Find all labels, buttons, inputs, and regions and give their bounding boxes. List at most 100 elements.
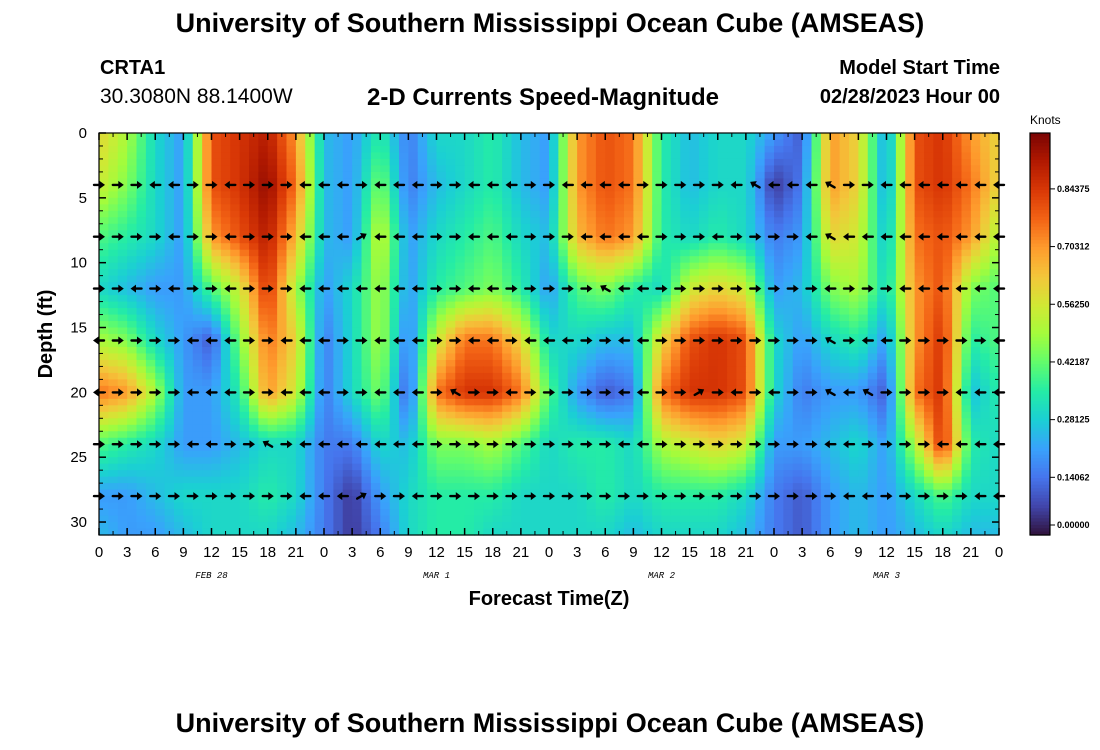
heatmap-cell — [417, 327, 428, 335]
heatmap-cell — [877, 178, 888, 186]
heatmap-cell — [689, 424, 700, 432]
heatmap-cell — [914, 405, 925, 413]
heatmap-cell — [661, 217, 672, 225]
heatmap-cell — [333, 346, 344, 355]
heatmap-cell — [380, 340, 391, 348]
heatmap-cell — [914, 243, 925, 251]
heatmap-cell — [389, 424, 400, 432]
heatmap-cell — [802, 359, 813, 368]
heatmap-cell — [849, 379, 859, 387]
heatmap-cell — [577, 249, 588, 257]
heatmap-cell — [745, 327, 756, 335]
heatmap-cell — [633, 256, 644, 264]
heatmap-cell — [661, 256, 672, 264]
heatmap-cell — [239, 165, 250, 173]
heatmap-cell — [577, 301, 588, 309]
heatmap-cell — [117, 288, 128, 296]
heatmap-cell — [305, 431, 316, 439]
heatmap-cell — [417, 424, 428, 432]
heatmap-cell — [220, 444, 231, 452]
heatmap-cell — [830, 282, 841, 290]
heatmap-cell — [511, 191, 522, 199]
heatmap-cell — [108, 366, 119, 374]
heatmap-cell — [755, 314, 766, 322]
heatmap-cell — [211, 184, 222, 192]
heatmap-cell — [595, 385, 606, 393]
heatmap-cell — [324, 191, 334, 199]
heatmap-cell — [689, 463, 700, 471]
heatmap-cell — [652, 385, 663, 393]
heatmap-cell — [699, 171, 709, 179]
heatmap-cell — [661, 139, 672, 147]
heatmap-cell — [145, 359, 156, 368]
heatmap-cell — [155, 353, 166, 361]
heatmap-cell — [745, 249, 756, 257]
heatmap-cell — [492, 295, 503, 303]
heatmap-cell — [586, 191, 597, 199]
heatmap-cell — [914, 152, 925, 160]
heatmap-cell — [464, 392, 475, 400]
heatmap-cell — [961, 184, 972, 192]
heatmap-cell — [830, 334, 841, 342]
heatmap-cell — [764, 340, 775, 348]
heatmap-cell — [774, 301, 784, 309]
heatmap-cell — [670, 217, 681, 225]
heatmap-cell — [989, 437, 1000, 445]
heatmap-cell — [361, 437, 372, 445]
heatmap-cell — [558, 463, 569, 471]
heatmap-cell — [417, 269, 428, 277]
heatmap-cell — [445, 282, 456, 290]
heatmap-cell — [811, 295, 822, 303]
heatmap-cell — [642, 424, 653, 432]
heatmap-cell — [652, 282, 663, 290]
heatmap-cell — [830, 133, 841, 141]
heatmap-cell — [952, 392, 963, 400]
heatmap-cell — [736, 288, 747, 296]
heatmap-cell — [895, 398, 906, 406]
heatmap-cell — [474, 191, 484, 199]
heatmap-cell — [755, 282, 766, 290]
heatmap-cell — [689, 398, 700, 406]
heatmap-cell — [652, 346, 663, 355]
heatmap-cell — [858, 437, 869, 445]
heatmap-cell — [136, 444, 147, 452]
heatmap-cell — [502, 204, 513, 212]
heatmap-cell — [849, 133, 859, 141]
heatmap-cell — [755, 327, 766, 335]
heatmap-cell — [980, 269, 991, 277]
heatmap-cell — [539, 314, 550, 322]
heatmap-cell — [633, 197, 644, 205]
heatmap-cell — [361, 340, 372, 348]
heatmap-cell — [980, 340, 991, 348]
heatmap-cell — [530, 139, 541, 147]
heatmap-cell — [455, 217, 466, 225]
heatmap-cell — [183, 411, 194, 419]
heatmap-cell — [802, 321, 813, 329]
heatmap-cell — [174, 353, 184, 361]
heatmap-cell — [352, 204, 363, 212]
heatmap-cell — [239, 269, 250, 277]
heatmap-cell — [849, 269, 859, 277]
heatmap-cell — [680, 450, 691, 458]
heatmap-cell — [980, 178, 991, 186]
heatmap-cell — [774, 334, 784, 342]
heatmap-cell — [408, 145, 419, 154]
heatmap-cell — [783, 152, 794, 160]
heatmap-cell — [164, 256, 175, 264]
heatmap-cell — [792, 262, 803, 270]
heatmap-cell — [230, 204, 241, 212]
heatmap-cell — [342, 152, 353, 160]
heatmap-cell — [586, 230, 597, 238]
heatmap-cell — [549, 262, 559, 270]
heatmap-cell — [980, 145, 991, 154]
heatmap-cell — [155, 437, 166, 445]
heatmap-cell — [333, 411, 344, 419]
heatmap-cell — [520, 217, 531, 225]
heatmap-cell — [202, 152, 213, 160]
heatmap-cell — [614, 178, 625, 186]
heatmap-cell — [502, 418, 513, 426]
heatmap-cell — [755, 457, 766, 465]
heatmap-cell — [933, 165, 944, 173]
heatmap-cell — [549, 133, 559, 141]
heatmap-cell — [924, 444, 934, 452]
